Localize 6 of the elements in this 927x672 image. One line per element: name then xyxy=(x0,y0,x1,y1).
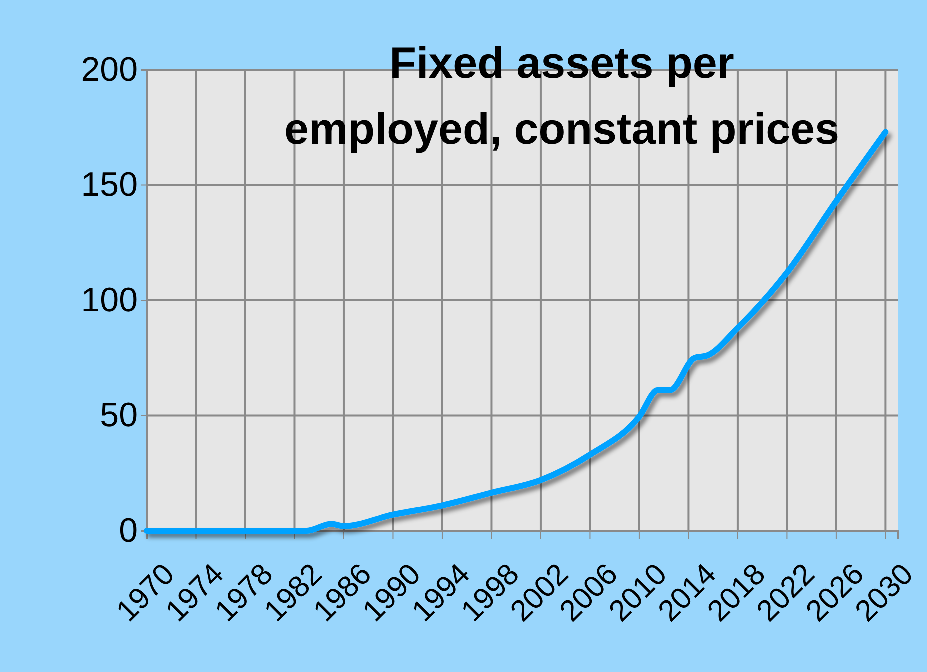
y-tick-label: 50 xyxy=(100,396,138,435)
y-tick-label: 150 xyxy=(81,166,138,204)
y-tick-label: 100 xyxy=(81,281,138,320)
y-tick-label: 200 xyxy=(81,50,138,89)
chart-title: Fixed assets per employed, constant prices xyxy=(284,39,840,154)
y-tick-label: 0 xyxy=(119,512,138,550)
